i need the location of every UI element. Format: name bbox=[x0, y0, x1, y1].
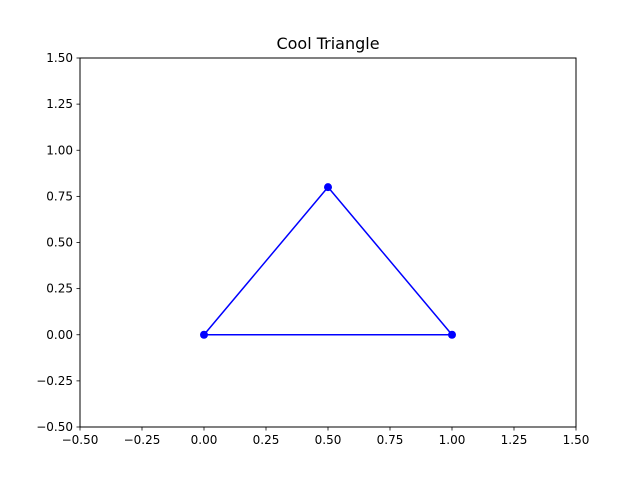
series-line bbox=[203, 186, 453, 336]
y-tick-label: 0.75 bbox=[46, 189, 73, 203]
data-point bbox=[324, 183, 332, 192]
y-tick-label: −0.25 bbox=[36, 374, 73, 388]
y-tick-label: 0.25 bbox=[46, 282, 73, 296]
x-tick-label: 0.50 bbox=[315, 433, 342, 447]
y-tick-label: 1.25 bbox=[46, 97, 73, 111]
x-tick-label: 0.25 bbox=[253, 433, 280, 447]
y-tick-label: 1.00 bbox=[46, 143, 73, 157]
x-tick-label: 0.00 bbox=[191, 433, 218, 447]
y-axis: −0.50 −0.25 0.00 0.25 0.50 0.75 1.00 1.25 1.50 bbox=[36, 51, 80, 434]
data-point bbox=[200, 330, 208, 339]
series-layer bbox=[200, 183, 456, 339]
x-tick-label: 1.25 bbox=[501, 433, 528, 447]
data-point bbox=[448, 330, 456, 339]
plot-frame bbox=[79, 57, 577, 428]
x-tick-label: 1.50 bbox=[563, 433, 590, 447]
chart-title: Cool Triangle bbox=[276, 34, 379, 53]
x-tick-label: −0.25 bbox=[124, 433, 161, 447]
y-tick-label: 1.50 bbox=[46, 51, 73, 65]
y-tick-label: −0.50 bbox=[36, 420, 73, 434]
x-tick-label: 1.00 bbox=[439, 433, 466, 447]
y-tick-label: 0.50 bbox=[46, 236, 73, 250]
y-tick-label: 0.00 bbox=[46, 328, 73, 342]
plot-area bbox=[80, 58, 576, 427]
x-tick-label: 0.75 bbox=[377, 433, 404, 447]
x-tick-label: −0.50 bbox=[62, 433, 99, 447]
x-axis: −0.50 −0.25 0.00 0.25 0.50 0.75 1.00 1.25 1.50 bbox=[62, 427, 590, 447]
